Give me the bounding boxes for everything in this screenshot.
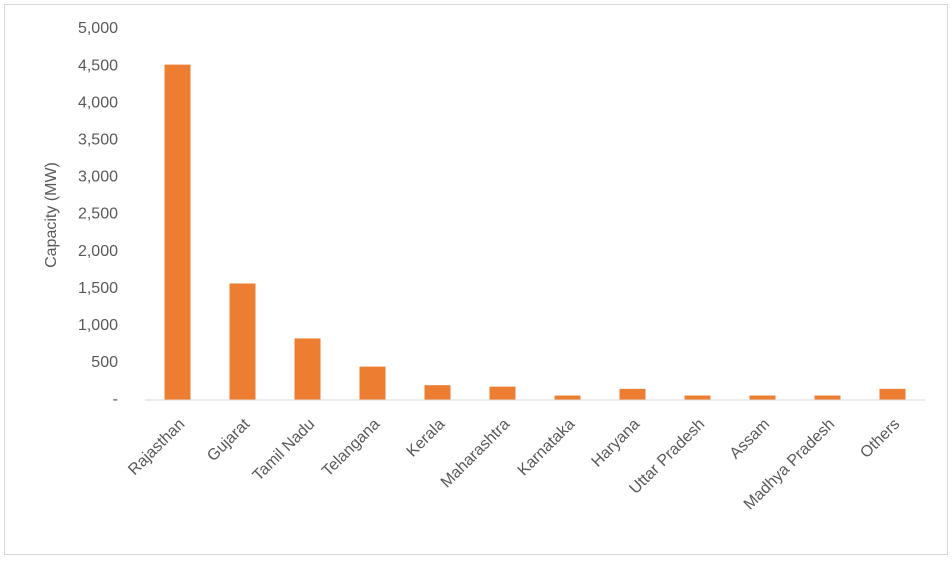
y-tick-label: 2,000	[78, 243, 118, 260]
y-tick-label: -	[113, 391, 118, 408]
y-tick-label: 500	[91, 354, 118, 371]
bar	[489, 386, 516, 400]
bar	[359, 366, 386, 400]
bar	[294, 338, 321, 400]
bar	[684, 395, 711, 400]
bar	[164, 64, 191, 400]
bar	[749, 395, 776, 400]
chart-border	[4, 4, 948, 555]
y-tick-label: 4,500	[78, 57, 118, 74]
y-axis-title: Capacity (MW)	[43, 162, 60, 268]
y-tick-label: 3,000	[78, 169, 118, 186]
y-tick-label: 1,000	[78, 317, 118, 334]
bar	[619, 388, 646, 400]
bar	[554, 395, 581, 400]
y-tick-label: 2,500	[78, 206, 118, 223]
y-tick-label: 4,000	[78, 94, 118, 111]
y-tick-label: 1,500	[78, 280, 118, 297]
bar	[814, 395, 841, 400]
bar	[879, 388, 906, 400]
bar	[424, 385, 451, 400]
y-tick-label: 3,500	[78, 132, 118, 149]
y-tick-label: 5,000	[78, 20, 118, 37]
bar	[229, 283, 256, 400]
